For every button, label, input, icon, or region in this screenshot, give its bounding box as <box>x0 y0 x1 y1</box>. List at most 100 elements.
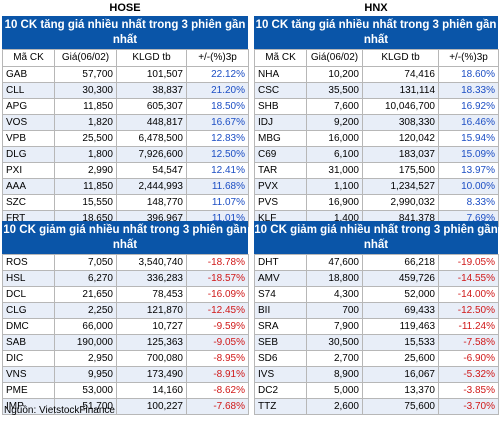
table-row: SEB 30,500 15,533 -7.58% <box>254 334 499 351</box>
price-cell: 35,500 <box>306 82 363 99</box>
table-row: TAR 31,000 175,500 13.97% <box>254 162 499 179</box>
table-row: AMV 18,800 459,726 -14.55% <box>254 270 499 287</box>
price-cell: 7,600 <box>306 98 363 115</box>
hose-gainers-table: Mã CK Giá(06/02) KLGD tb +/-(%)3p GAB 57,700… <box>2 49 249 227</box>
change-pct-cell: -3.85% <box>438 382 499 399</box>
column-header: Giá(06/02) <box>306 49 363 67</box>
hnx-losers-table: DHT 47,600 66,218 -19.05% AMV 18,800 459,726 -1… <box>254 254 499 415</box>
ticker-cell: SZC <box>2 194 55 211</box>
change-pct-cell: 16.46% <box>438 114 499 131</box>
price-cell: 31,000 <box>306 162 363 179</box>
ticker-cell: IDJ <box>254 114 307 131</box>
change-pct-cell: -11.24% <box>438 318 499 335</box>
ticker-cell: AAA <box>2 178 55 195</box>
change-pct-cell: -12.50% <box>438 302 499 319</box>
table-row: PXI 2,990 54,547 12.41% <box>2 162 249 179</box>
ticker-cell: PVS <box>254 194 307 211</box>
change-pct-cell: 13.97% <box>438 162 499 179</box>
volume-cell: 448,817 <box>116 114 187 131</box>
price-cell: 25,500 <box>54 130 117 147</box>
ticker-cell: MBG <box>254 130 307 147</box>
table-row: CSC 35,500 131,114 18.33% <box>254 82 499 99</box>
ticker-cell: DLG <box>2 146 55 163</box>
table-row: CLG 2,250 121,870 -12.45% <box>2 302 249 319</box>
table-row: S74 4,300 52,000 -14.00% <box>254 286 499 303</box>
price-cell: 16,900 <box>306 194 363 211</box>
table-row: MBG 16,000 120,042 15.94% <box>254 130 499 147</box>
price-cell: 4,300 <box>306 286 363 303</box>
volume-cell: 1,234,527 <box>362 178 439 195</box>
volume-cell: 14,160 <box>116 382 187 399</box>
change-pct-cell: 18.33% <box>438 82 499 99</box>
ticker-cell: SHB <box>254 98 307 115</box>
price-cell: 700 <box>306 302 363 319</box>
price-cell: 47,600 <box>306 254 363 271</box>
price-cell: 66,000 <box>54 318 117 335</box>
table-row: VNS 9,950 173,490 -8.91% <box>2 366 249 383</box>
price-cell: 6,100 <box>306 146 363 163</box>
volume-cell: 121,870 <box>116 302 187 319</box>
price-cell: 30,300 <box>54 82 117 99</box>
hnx-losers-panel: 10 CK giảm giá nhiều nhất trong 3 phiên … <box>254 221 499 415</box>
table-row: SAB 190,000 125,363 -9.05% <box>2 334 249 351</box>
change-pct-cell: 18.60% <box>438 66 499 83</box>
table-row: SHB 7,600 10,046,700 16.92% <box>254 98 499 115</box>
ticker-cell: NHA <box>254 66 307 83</box>
exchange-label-hnx: HNX <box>364 2 388 14</box>
price-cell: 2,950 <box>54 350 117 367</box>
price-cell: 21,650 <box>54 286 117 303</box>
ticker-cell: TAR <box>254 162 307 179</box>
volume-cell: 10,727 <box>116 318 187 335</box>
volume-cell: 6,478,500 <box>116 130 187 147</box>
change-pct-cell: 18.50% <box>186 98 249 115</box>
price-cell: 11,850 <box>54 98 117 115</box>
source-note: Nguồn: VietstockFinance <box>4 405 115 416</box>
volume-cell: 605,307 <box>116 98 187 115</box>
price-cell: 1,820 <box>54 114 117 131</box>
column-header: Giá(06/02) <box>54 49 117 67</box>
volume-cell: 25,600 <box>362 350 439 367</box>
table-row: IVS 8,900 16,067 -5.32% <box>254 366 499 383</box>
ticker-cell: PVX <box>254 178 307 195</box>
change-pct-cell: 15.94% <box>438 130 499 147</box>
hose-losers-table: ROS 7,050 3,540,740 -18.78% HSL 6,270 336,283-… <box>2 254 249 415</box>
change-pct-cell: -14.55% <box>438 270 499 287</box>
volume-cell: 308,330 <box>362 114 439 131</box>
change-pct-cell: -8.95% <box>186 350 249 367</box>
table-row: VPB 25,500 6,478,500 12.83% <box>2 130 249 147</box>
volume-cell: 175,500 <box>362 162 439 179</box>
volume-cell: 78,453 <box>116 286 187 303</box>
hnx-gainers-panel: 10 CK tăng giá nhiều nhất trong 3 phiên … <box>254 16 499 227</box>
table-row: DC2 5,000 13,370 -3.85% <box>254 382 499 399</box>
price-cell: 9,950 <box>54 366 117 383</box>
change-pct-cell: 8.33% <box>438 194 499 211</box>
table-row: C69 6,100 183,037 15.09% <box>254 146 499 163</box>
table-row: PME 53,000 14,160 -8.62% <box>2 382 249 399</box>
table-row: DMC 66,000 10,727 -9.59% <box>2 318 249 335</box>
volume-cell: 700,080 <box>116 350 187 367</box>
volume-cell: 120,042 <box>362 130 439 147</box>
change-pct-cell: -18.57% <box>186 270 249 287</box>
change-pct-cell: 21.20% <box>186 82 249 99</box>
price-cell: 2,700 <box>306 350 363 367</box>
price-cell: 5,000 <box>306 382 363 399</box>
ticker-cell: AMV <box>254 270 307 287</box>
table-row: SD6 2,700 25,600 -6.90% <box>254 350 499 367</box>
change-pct-cell: 11.07% <box>186 194 249 211</box>
ticker-cell: S74 <box>254 286 307 303</box>
ticker-cell: PXI <box>2 162 55 179</box>
price-cell: 51,700 <box>54 398 117 415</box>
table-row: DIC 2,950 700,080 -8.95% <box>2 350 249 367</box>
change-pct-cell: 12.50% <box>186 146 249 163</box>
table-row: IDJ 9,200 308,330 16.46% <box>254 114 499 131</box>
volume-cell: 100,227 <box>116 398 187 415</box>
price-cell: 7,050 <box>54 254 117 271</box>
ticker-cell: C69 <box>254 146 307 163</box>
ticker-cell: VNS <box>2 366 55 383</box>
table-header-row: Mã CK Giá(06/02) KLGD tb +/-(%)3p <box>2 49 249 67</box>
change-pct-cell: 12.41% <box>186 162 249 179</box>
volume-cell: 459,726 <box>362 270 439 287</box>
ticker-cell: SD6 <box>254 350 307 367</box>
price-cell: 16,000 <box>306 130 363 147</box>
hose-gainers-panel: 10 CK tăng giá nhiều nhất trong 3 phiên … <box>2 16 249 227</box>
